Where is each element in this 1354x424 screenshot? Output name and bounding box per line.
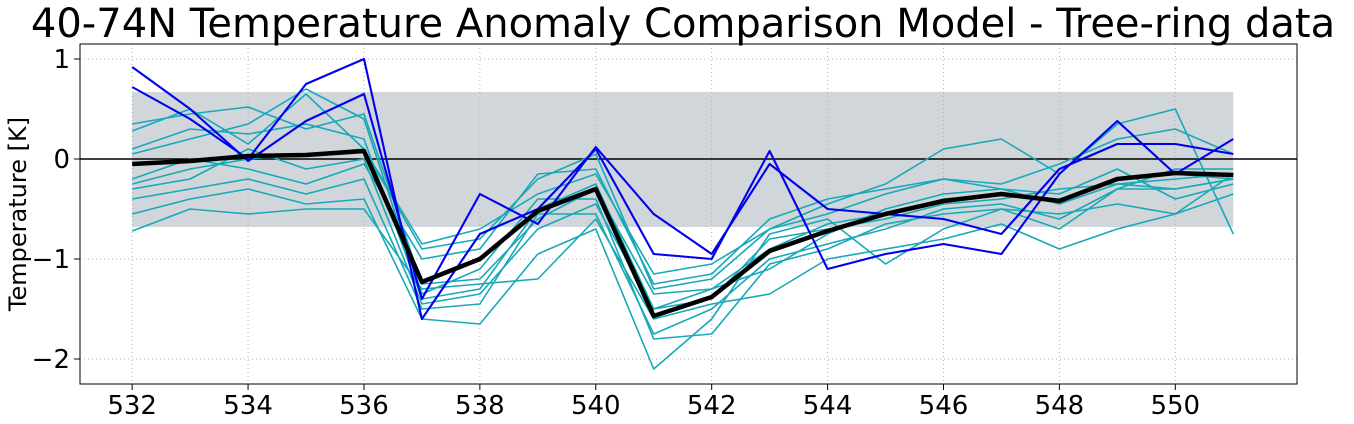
model-series-line (131, 93, 1235, 290)
y-axis-ticks: 1 0 −1 −2 (32, 45, 80, 375)
model-series-line (131, 173, 1234, 370)
model-series-line (132, 178, 1234, 335)
x-tick-label: 546 (919, 391, 969, 421)
model-series-line (131, 158, 1234, 285)
y-tick-label: 0 (53, 145, 70, 175)
data-series-line (131, 66, 1234, 301)
x-tick-label: 548 (1035, 391, 1085, 421)
x-tick-label: 544 (803, 391, 853, 421)
y-tick-label: −1 (32, 245, 70, 275)
x-tick-label: 540 (571, 391, 621, 421)
x-tick-label: 532 (107, 391, 157, 421)
data-series-line (131, 57, 1234, 321)
model-series-line (131, 193, 1234, 320)
x-tick-label: 536 (339, 391, 389, 421)
x-tick-label: 538 (455, 391, 505, 421)
plot-area (79, 43, 1298, 385)
mean-series-line (132, 148, 1234, 319)
y-tick-label: −2 (32, 345, 70, 375)
model-series-line (131, 88, 1234, 340)
x-tick-label: 534 (223, 391, 273, 421)
y-tick-label: 1 (53, 45, 70, 75)
axes-frame (79, 43, 1298, 385)
series-layer (131, 57, 1235, 370)
chart-title: 40-74N Temperature Anomaly Comparison Mo… (31, 1, 1335, 47)
model-series-line (131, 123, 1234, 310)
x-axis-ticks: 532 534 536 538 540 542 544 546 548 550 (107, 384, 1200, 421)
x-tick-label: 550 (1150, 391, 1200, 421)
x-tick-label: 542 (687, 391, 737, 421)
y-axis-label: Temperature [K] (4, 117, 32, 312)
